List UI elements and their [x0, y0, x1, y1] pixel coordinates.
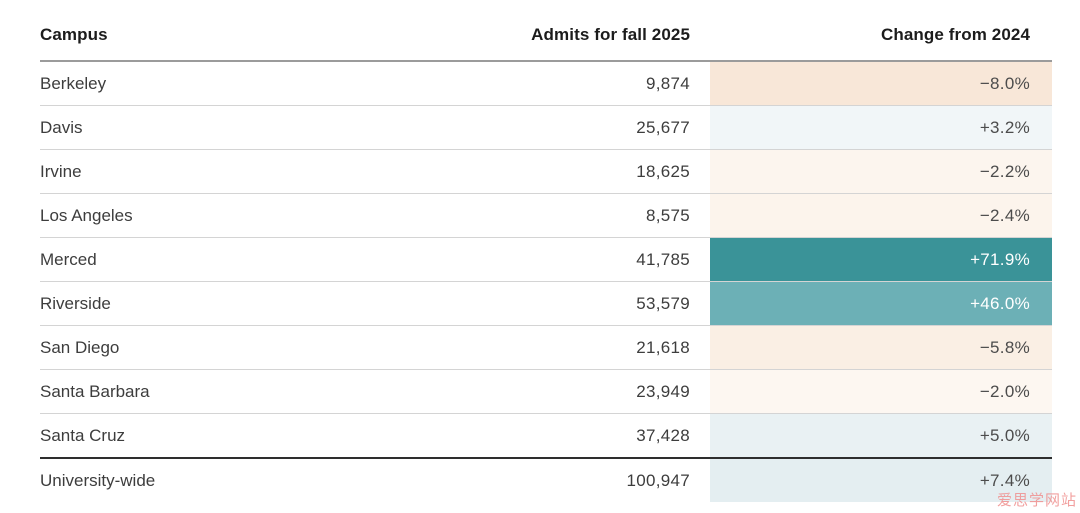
change-cell: −8.0%	[710, 61, 1052, 106]
change-cell: +7.4%	[710, 457, 1052, 502]
column-header-campus: Campus	[40, 18, 400, 62]
change-cell: +46.0%	[710, 281, 1052, 326]
table-row: Davis 25,677 +3.2%	[40, 105, 1052, 150]
admits-cell: 9,874	[400, 61, 710, 106]
campus-cell: Los Angeles	[40, 193, 400, 238]
change-cell: −2.2%	[710, 149, 1052, 194]
table-row: Merced 41,785 +71.9%	[40, 237, 1052, 282]
header-row: Campus Admits for fall 2025 Change from …	[40, 18, 1052, 62]
admissions-table: Campus Admits for fall 2025 Change from …	[40, 18, 1052, 502]
admits-cell: 8,575	[400, 193, 710, 238]
table-row: San Diego 21,618 −5.8%	[40, 325, 1052, 370]
campus-cell: Santa Cruz	[40, 413, 400, 459]
admits-cell: 25,677	[400, 105, 710, 150]
campus-cell: San Diego	[40, 325, 400, 370]
admits-cell: 23,949	[400, 369, 710, 414]
campus-cell: Berkeley	[40, 61, 400, 106]
table-row-summary: University-wide 100,947 +7.4%	[40, 457, 1052, 502]
admits-cell: 53,579	[400, 281, 710, 326]
admits-cell: 21,618	[400, 325, 710, 370]
table-row: Irvine 18,625 −2.2%	[40, 149, 1052, 194]
table-row: Los Angeles 8,575 −2.4%	[40, 193, 1052, 238]
admits-cell: 18,625	[400, 149, 710, 194]
change-cell: −2.4%	[710, 193, 1052, 238]
column-header-admits: Admits for fall 2025	[400, 18, 710, 62]
campus-cell: Riverside	[40, 281, 400, 326]
campus-cell: Irvine	[40, 149, 400, 194]
admits-cell: 37,428	[400, 413, 710, 459]
column-header-change: Change from 2024	[710, 18, 1052, 62]
campus-cell: Davis	[40, 105, 400, 150]
change-cell: +3.2%	[710, 105, 1052, 150]
change-cell: +71.9%	[710, 237, 1052, 282]
admits-cell: 100,947	[400, 457, 710, 502]
admits-cell: 41,785	[400, 237, 710, 282]
campus-cell: Merced	[40, 237, 400, 282]
table-row: Santa Cruz 37,428 +5.0%	[40, 413, 1052, 459]
watermark-text: 爱思学网站	[996, 492, 1077, 509]
campus-cell: Santa Barbara	[40, 369, 400, 414]
change-cell: −5.8%	[710, 325, 1052, 370]
admissions-table-graphic: Campus Admits for fall 2025 Change from …	[40, 18, 1052, 502]
campus-cell: University-wide	[40, 457, 400, 502]
change-cell: +5.0%	[710, 413, 1052, 459]
table-row: Santa Barbara 23,949 −2.0%	[40, 369, 1052, 414]
change-cell: −2.0%	[710, 369, 1052, 414]
table-row: Riverside 53,579 +46.0%	[40, 281, 1052, 326]
table-row: Berkeley 9,874 −8.0%	[40, 61, 1052, 106]
